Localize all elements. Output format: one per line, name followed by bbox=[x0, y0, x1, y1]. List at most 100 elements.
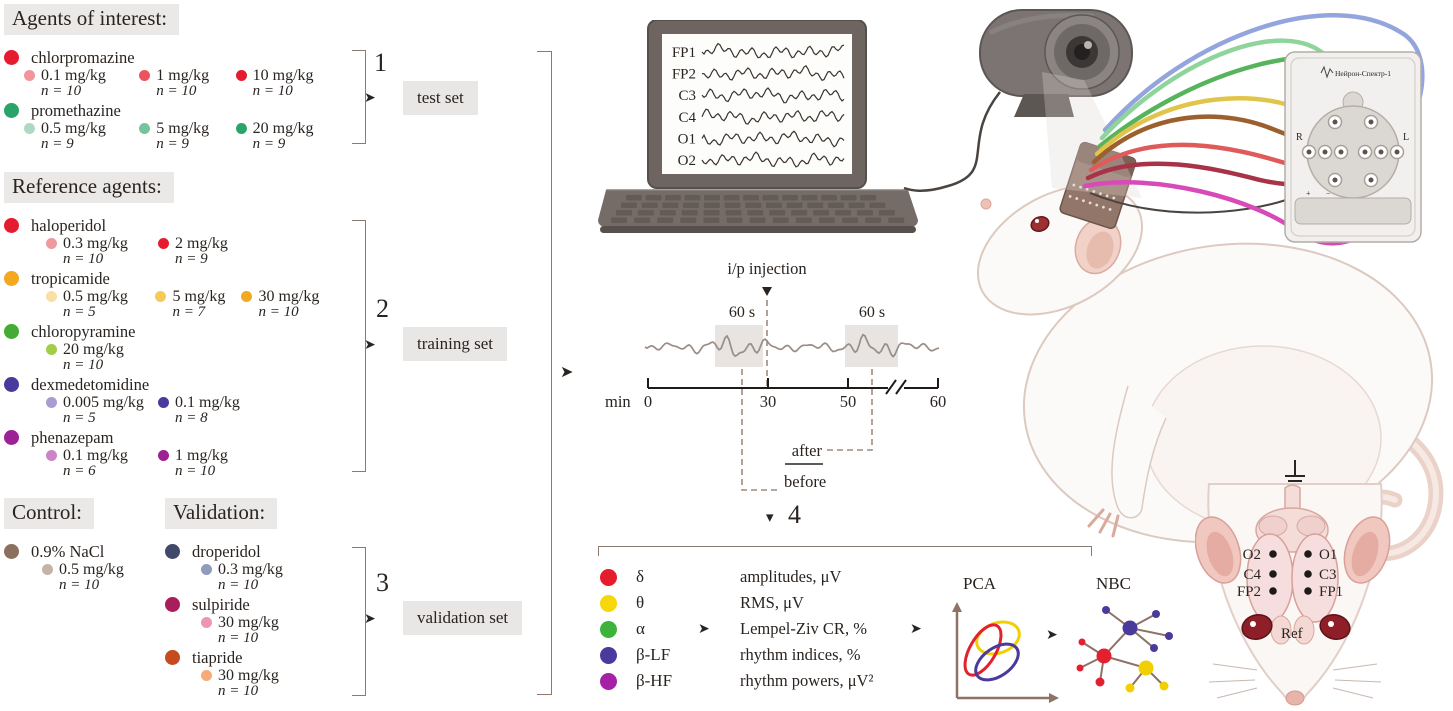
agent-name-row: droperidol bbox=[165, 542, 340, 561]
svg-text:min: min bbox=[605, 392, 631, 411]
sample-size: n = 10 bbox=[156, 83, 197, 99]
agent-name: haloperidol bbox=[31, 216, 107, 235]
dose-line: 1 mg/kg bbox=[139, 67, 235, 84]
dose-label: 10 mg/kg bbox=[252, 66, 314, 84]
sample-size: n = 10 bbox=[252, 83, 293, 99]
dose-color-dot bbox=[24, 70, 35, 81]
dose-color-dot bbox=[241, 291, 253, 302]
dose-line: 30 mg/kg bbox=[201, 614, 340, 631]
group-2-number: 2 bbox=[376, 294, 389, 323]
dose-label: 20 mg/kg bbox=[63, 340, 124, 358]
dose-line: 0.1 mg/kg bbox=[158, 394, 246, 411]
feature-metric: Lempel-Ziv CR, % bbox=[740, 619, 867, 638]
eeg-trace bbox=[701, 108, 845, 125]
agent-color-dot bbox=[4, 324, 19, 339]
eeg-trace bbox=[701, 87, 845, 104]
agent-name: sulpiride bbox=[192, 595, 250, 614]
agent-name-row: tropicamide bbox=[4, 269, 349, 288]
dose-color-dot bbox=[158, 238, 169, 249]
agent-name-row: tiapride bbox=[165, 648, 340, 667]
nbc-graph-illustration bbox=[1076, 606, 1173, 693]
section-validation: Validation: droperidol 0.3 mg/kg n = 10 sulp… bbox=[165, 498, 340, 701]
feature-row: α Lempel-Ziv CR, % bbox=[598, 618, 968, 644]
dose-color-dot bbox=[46, 238, 57, 249]
svg-text:−: − bbox=[1326, 189, 1331, 198]
svg-text:after: after bbox=[792, 441, 823, 460]
dose-line: 0.5 mg/kg bbox=[46, 288, 155, 305]
dose-label: 1 mg/kg bbox=[175, 446, 228, 464]
sample-size: n = 5 bbox=[63, 410, 96, 426]
test-set-label: test set bbox=[403, 81, 478, 115]
dose-label: 0.5 mg/kg bbox=[59, 560, 124, 578]
eeg-channel-label: O2 bbox=[678, 153, 696, 169]
agent-color-dot bbox=[165, 650, 180, 665]
feature-row: δ amplitudes, μV bbox=[598, 566, 968, 592]
arrow-right-icon: ➤ bbox=[364, 90, 376, 106]
dose-label: 1 mg/kg bbox=[156, 66, 210, 84]
dose-label: 5 mg/kg bbox=[156, 119, 210, 137]
dose-line: 0.005 mg/kg bbox=[46, 394, 158, 411]
dose-line: 0.3 mg/kg bbox=[46, 235, 158, 252]
feature-row: β-HF rhythm powers, μV² bbox=[598, 670, 968, 696]
dose-color-dot bbox=[42, 564, 53, 575]
dose-label: 30 mg/kg bbox=[218, 613, 279, 631]
eeg-channel-label: C4 bbox=[678, 110, 696, 126]
dose-entry: 0.3 mg/kg n = 10 bbox=[201, 561, 340, 593]
axis-tick-label: 60 bbox=[930, 392, 947, 411]
electrode-label-right: C3 bbox=[1319, 567, 1337, 583]
pca-plot-illustration bbox=[952, 602, 1059, 703]
agent-entry: dexmedetomidine 0.005 mg/kg n = 5 0.1 mg/kg… bbox=[4, 375, 349, 426]
dose-entry: 1 mg/kg n = 10 bbox=[158, 447, 246, 479]
dose-entry: 30 mg/kg n = 10 bbox=[201, 667, 340, 699]
band-color-dot bbox=[600, 595, 617, 612]
dose-entry: 5 mg/kg n = 9 bbox=[139, 120, 235, 152]
arrow-right-icon: ➤ bbox=[1046, 627, 1058, 643]
dose-entry: 30 mg/kg n = 10 bbox=[201, 614, 340, 646]
agent-name: 0.9% NaCl bbox=[31, 542, 105, 561]
dose-color-dot bbox=[235, 123, 247, 134]
dose-color-dot bbox=[201, 617, 212, 628]
dose-line: 10 mg/kg bbox=[235, 66, 349, 84]
axis-tick-label: 0 bbox=[644, 392, 652, 411]
pca-label: PCA bbox=[963, 574, 997, 593]
electrode-dot bbox=[1269, 587, 1277, 595]
dose-row: 0.3 mg/kg n = 10 2 mg/kg n = 9 bbox=[4, 235, 349, 267]
dose-color-dot bbox=[235, 70, 247, 81]
sample-size: n = 10 bbox=[218, 683, 259, 699]
webcam-light-cone bbox=[1042, 72, 1142, 198]
dose-entry: 5 mg/kg n = 7 bbox=[155, 288, 241, 320]
electrode-dot bbox=[1269, 550, 1277, 558]
dose-color-dot bbox=[24, 123, 35, 134]
dose-line: 5 mg/kg bbox=[155, 288, 241, 305]
agent-entry: chloropyramine 20 mg/kg n = 10 bbox=[4, 322, 349, 373]
dose-row: 30 mg/kg n = 10 bbox=[165, 667, 340, 699]
eeg-channel-label: O1 bbox=[678, 131, 696, 147]
sample-size: n = 10 bbox=[218, 577, 259, 593]
dose-row: 0.1 mg/kg n = 10 1 mg/kg n = 10 10 mg/kg n = … bbox=[4, 67, 349, 99]
agent-color-dot bbox=[165, 544, 180, 559]
device-label: Нейрон-Спектр-1 bbox=[1335, 69, 1391, 78]
bracket-all-groups bbox=[537, 51, 552, 695]
agent-name: promethazine bbox=[31, 101, 121, 120]
dose-line: 5 mg/kg bbox=[139, 120, 235, 137]
arrow-right-icon: ➤ bbox=[364, 337, 376, 353]
agent-color-dot bbox=[4, 544, 19, 559]
dose-row: 0.005 mg/kg n = 5 0.1 mg/kg n = 8 bbox=[4, 394, 349, 426]
electrode-label-right: O1 bbox=[1319, 547, 1337, 563]
band-color-dot bbox=[600, 673, 617, 690]
dose-entry: 0.5 mg/kg n = 5 bbox=[46, 288, 155, 320]
feature-metric: rhythm indices, % bbox=[740, 645, 861, 664]
sample-size: n = 10 bbox=[41, 83, 82, 99]
dose-row: 20 mg/kg n = 10 bbox=[4, 341, 349, 373]
sample-size: n = 10 bbox=[218, 630, 259, 646]
svg-text:L: L bbox=[1403, 132, 1409, 143]
agent-entry: haloperidol 0.3 mg/kg n = 10 2 mg/kg n = 9 bbox=[4, 216, 349, 267]
group-3-number: 3 bbox=[376, 568, 389, 597]
feature-metric: amplitudes, μV bbox=[740, 567, 842, 586]
dose-label: 2 mg/kg bbox=[175, 234, 228, 252]
dose-line: 0.1 mg/kg bbox=[24, 67, 139, 84]
svg-text:+: + bbox=[1306, 189, 1311, 198]
electrode-dot bbox=[1269, 570, 1277, 578]
